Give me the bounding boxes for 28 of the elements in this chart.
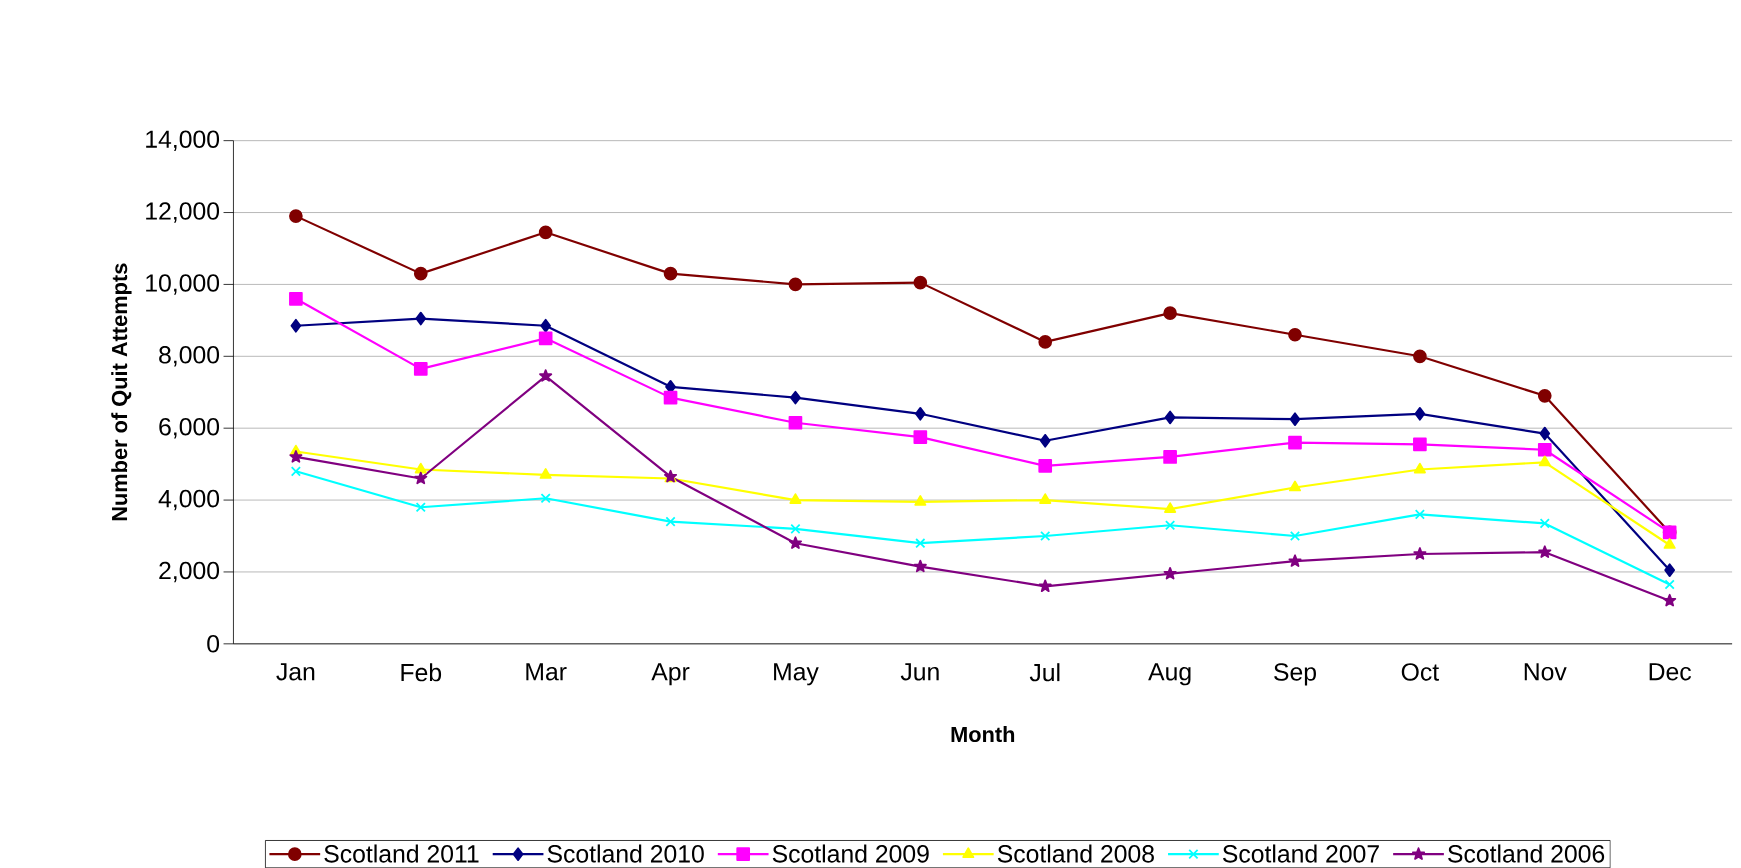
y-tick-label: 6,000 [159,417,220,439]
legend-label: Scotland 2008 [997,844,1154,863]
x-tick-label: Mar [526,663,567,681]
x-tick-label: Dec [1649,663,1692,681]
y-tick-label: 10,000 [146,274,220,295]
y-tick-label: 8,000 [159,345,220,367]
x-axis-title: Month [951,725,1015,742]
x-tick-label: Sep [1274,663,1316,686]
y-tick-label: 14,000 [146,130,220,151]
x-tick-label: Jan [276,663,315,681]
legend-label: Scotland 2010 [547,844,704,863]
y-tick-label: 12,000 [146,202,220,223]
x-tick-label: Jul [1029,663,1060,682]
y-tick-label: 2,000 [159,561,220,583]
legend-label: Scotland 2006 [1448,844,1605,863]
legend-label: Scotland 2007 [1222,844,1379,863]
x-tick-label: Aug [1148,663,1191,686]
y-tick-label: 0 [207,634,220,653]
x-tick-label: May [774,663,819,686]
legend-label: Scotland 2009 [772,844,929,863]
x-tick-label: Jun [900,663,939,681]
legend-label: Scotland 2011 [324,844,479,863]
y-axis-title: Number of Quit Attempts [111,263,132,521]
x-tick-label: Oct [1401,663,1439,681]
x-tick-label: Nov [1524,663,1567,681]
x-tick-label: Apr [651,663,690,686]
x-tick-label: Feb [401,663,442,682]
y-tick-label: 4,000 [158,489,220,511]
